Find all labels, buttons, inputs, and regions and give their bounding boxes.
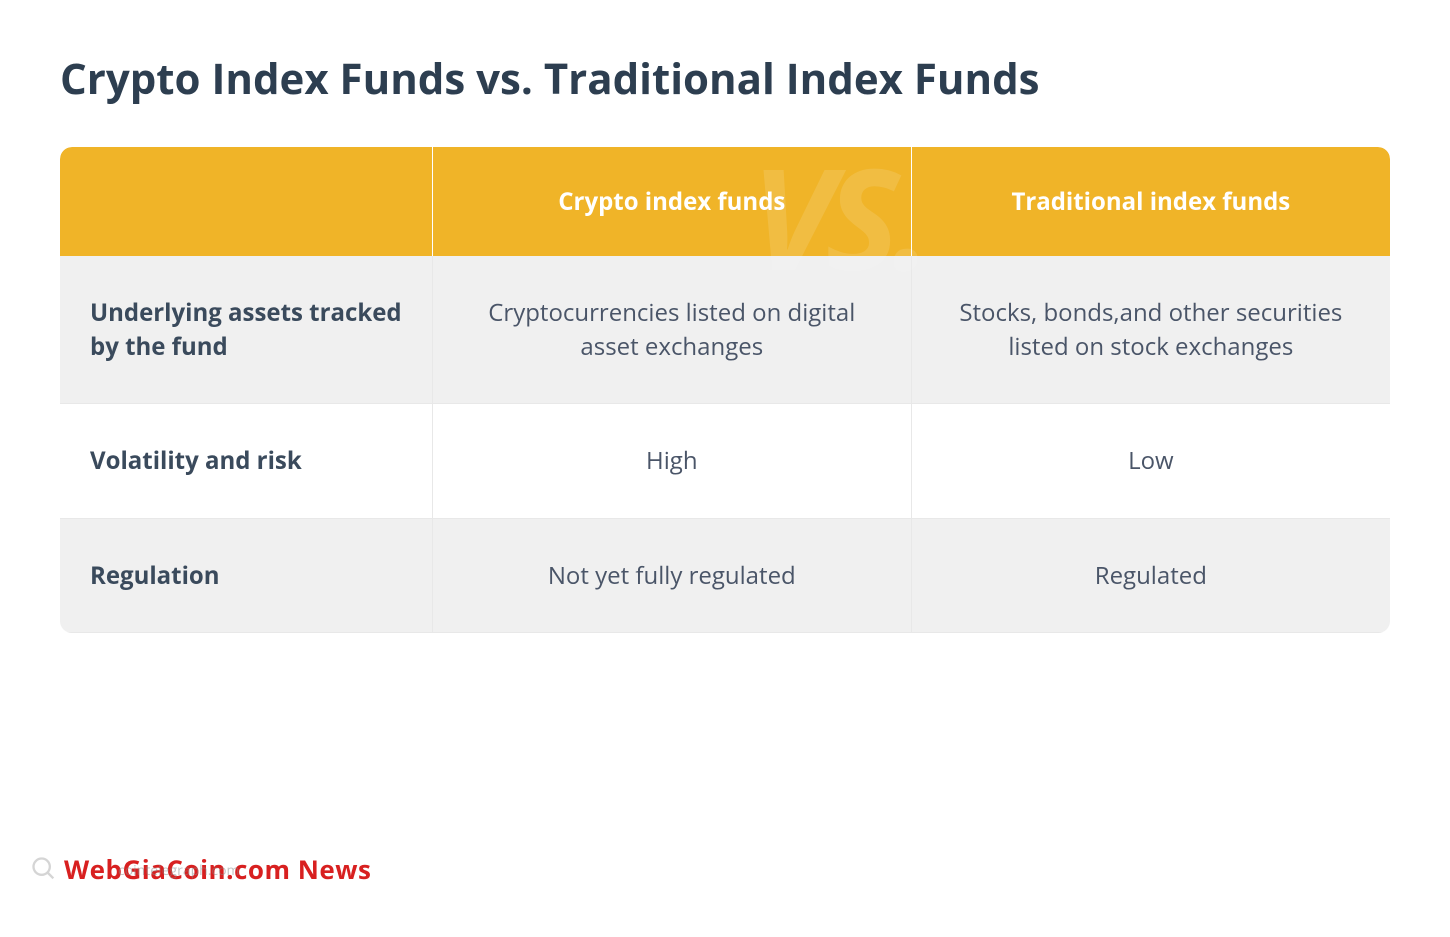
data-cell-crypto: Not yet fully regulated — [432, 518, 911, 633]
page-title: Crypto Index Funds vs. Traditional Index… — [60, 50, 1390, 107]
data-cell-traditional: Low — [911, 404, 1390, 519]
header-cell-empty — [60, 147, 432, 256]
data-cell-crypto: Cryptocurrencies listed on digital asset… — [432, 256, 911, 404]
row-label: Regulation — [60, 518, 432, 633]
data-cell-crypto: High — [432, 404, 911, 519]
row-label: Volatility and risk — [60, 404, 432, 519]
watermark-overlay: cointelegraph.com — [118, 861, 240, 880]
header-cell-traditional: Traditional index funds — [911, 147, 1390, 256]
table-row: Regulation Not yet fully regulated Regul… — [60, 518, 1390, 633]
comparison-table: Crypto index funds Traditional index fun… — [60, 147, 1390, 633]
table-header-row: Crypto index funds Traditional index fun… — [60, 147, 1390, 256]
table-row: Underlying assets tracked by the fund Cr… — [60, 256, 1390, 404]
watermark-container: WebGiaCoin.com News cointelegraph.com — [30, 851, 371, 887]
search-icon — [30, 855, 58, 883]
data-cell-traditional: Regulated — [911, 518, 1390, 633]
comparison-table-container: VS. Crypto index funds Traditional index… — [60, 147, 1390, 633]
data-cell-traditional: Stocks, bonds,and other securities liste… — [911, 256, 1390, 404]
table-row: Volatility and risk High Low — [60, 404, 1390, 519]
header-cell-crypto: Crypto index funds — [432, 147, 911, 256]
row-label: Underlying assets tracked by the fund — [60, 256, 432, 404]
